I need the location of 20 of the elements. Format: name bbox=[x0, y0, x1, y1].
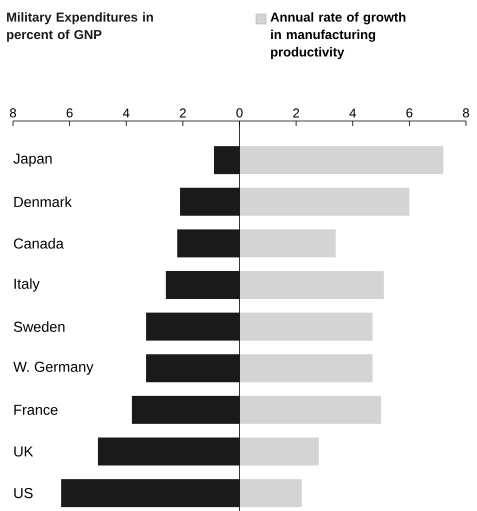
x-tick-label: 6 bbox=[66, 108, 73, 118]
legend-label: Annual rate of growth in manufacturing productivity bbox=[270, 12, 406, 60]
x-tick-label: 0 bbox=[236, 108, 243, 118]
x-tick-label: 4 bbox=[122, 108, 130, 118]
x-tick-label: 2 bbox=[293, 108, 300, 118]
y-tick-label: France bbox=[14, 404, 58, 415]
y-tick-label: Denmark bbox=[14, 196, 72, 208]
y-tick-label: US bbox=[14, 488, 33, 498]
y-tick-label: Sweden bbox=[14, 321, 64, 332]
y-tick-label: UK bbox=[14, 446, 34, 457]
y-tick-label: Canada bbox=[14, 238, 64, 249]
y-tick-label: W. Germany bbox=[13, 362, 94, 375]
y-tick-label: Japan bbox=[13, 154, 52, 167]
text: Military Expenditures in percent of GNP bbox=[7, 12, 153, 42]
x-tick-label: 8 bbox=[462, 108, 470, 118]
x-tick-label: 8 bbox=[10, 108, 16, 118]
x-tick-label: 6 bbox=[406, 108, 412, 118]
y-tick-label: Italy bbox=[14, 278, 40, 292]
x-tick-label: 4 bbox=[349, 108, 356, 118]
x-tick-label: 2 bbox=[180, 108, 186, 118]
